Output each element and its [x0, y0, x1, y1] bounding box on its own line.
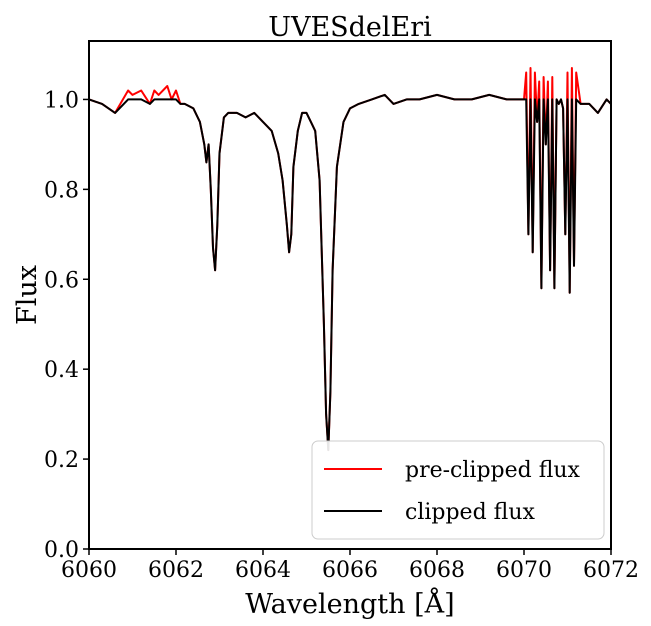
legend-label-clipped: clipped flux: [405, 500, 535, 525]
y-axis: 0.0 0.2 0.4 0.6 0.8 1.0: [44, 88, 89, 563]
x-tick-label: 6066: [322, 558, 378, 583]
y-tick-label: 1.0: [44, 88, 79, 113]
x-tick-label: 6070: [496, 558, 552, 583]
x-axis-label: Wavelength [Å]: [245, 587, 454, 620]
x-tick-label: 6072: [583, 558, 639, 583]
y-tick-label: 0.6: [44, 268, 79, 293]
y-axis-label: Flux: [12, 265, 43, 325]
legend: pre-clipped flux clipped flux: [311, 440, 605, 540]
legend-box: [311, 440, 605, 540]
x-axis: 6060 6062 6064 6066 6068 6070 6072: [61, 549, 639, 583]
x-tick-label: 6064: [235, 558, 291, 583]
plot-series-group: [88, 67, 612, 452]
x-tick-label: 6068: [409, 558, 465, 583]
y-tick-label: 0.2: [44, 448, 79, 473]
y-tick-label: 0.0: [44, 538, 79, 563]
y-tick-label: 0.4: [44, 358, 79, 383]
legend-label-pre-clipped: pre-clipped flux: [405, 458, 581, 483]
series-line-0: [88, 67, 612, 452]
series-line-1: [88, 93, 612, 452]
chart-title: UVESdelEri: [268, 12, 432, 43]
y-tick-label: 0.8: [44, 178, 79, 203]
x-tick-label: 6062: [148, 558, 204, 583]
x-tick-label: 6060: [61, 558, 117, 583]
